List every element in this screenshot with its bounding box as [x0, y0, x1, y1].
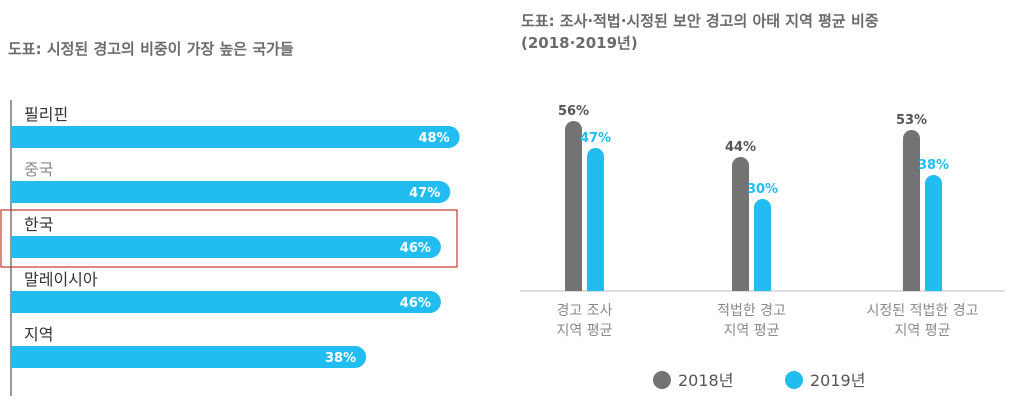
left-chart-category-label: 필리핀	[24, 105, 68, 124]
right-chart-category-label: 지역 평균	[895, 323, 951, 339]
left-chart-value-label: 47%	[409, 186, 440, 201]
right-chart-bar-square-end	[903, 283, 920, 291]
right-chart-value-label: 53%	[896, 113, 927, 128]
left-chart-bar-square-end	[11, 346, 23, 368]
legend-swatch-icon	[653, 371, 671, 389]
left-chart-highlight-box	[0, 209, 458, 268]
right-chart-bar	[903, 130, 920, 291]
right-chart-category-label: 지역 평균	[724, 323, 780, 339]
right-chart-bar-square-end	[565, 283, 582, 291]
left-chart-title: 도표: 시정된 경고의 비중이 가장 높은 국가들	[8, 40, 294, 58]
right-chart-bar	[754, 199, 771, 291]
right-chart-value-label: 30%	[747, 182, 778, 197]
left-chart-category-label: 지역	[24, 325, 53, 344]
right-chart-category-label: 시정된 적법한 경고	[867, 303, 979, 319]
legend-swatch-icon	[785, 371, 803, 389]
right-chart-bar-square-end	[732, 283, 749, 291]
right-chart-bar-square-end	[754, 283, 771, 291]
left-chart-bar-square-end	[11, 291, 23, 313]
right-chart-category-label: 경고 조사	[557, 303, 613, 319]
right-chart-value-label: 56%	[558, 104, 589, 119]
left-chart-bar	[11, 236, 441, 258]
left-chart-bar	[11, 126, 460, 148]
left-chart-bar	[11, 291, 441, 313]
right-chart-bar-square-end	[587, 283, 604, 291]
left-chart-category-label: 한국	[24, 215, 53, 234]
left-chart-category-label: 중국	[24, 160, 53, 179]
right-chart-bar	[587, 148, 604, 291]
left-chart-bar	[11, 346, 367, 368]
left-chart-category-label: 말레이시아	[24, 270, 98, 289]
right-chart-bar	[925, 175, 942, 291]
right-chart-value-label: 38%	[918, 158, 949, 173]
left-chart-value-label: 48%	[418, 131, 449, 146]
right-chart-category-label: 적법한 경고	[717, 303, 786, 319]
legend-label: 2019년	[810, 371, 865, 390]
right-chart-bar	[732, 157, 749, 291]
left-chart-value-label: 38%	[325, 351, 356, 366]
right-chart-value-label: 47%	[580, 131, 611, 146]
right-chart-title-line2: (2018·2019년)	[521, 34, 638, 52]
left-chart-bar-square-end	[11, 181, 23, 203]
right-chart-bar	[565, 121, 582, 291]
left-chart-bar-square-end	[11, 236, 23, 258]
right-chart-category-label: 지역 평균	[557, 323, 613, 339]
left-chart-value-label: 46%	[400, 241, 431, 256]
left-chart-bar	[11, 181, 451, 203]
legend-label: 2018년	[678, 371, 733, 390]
right-chart-value-label: 44%	[725, 140, 756, 155]
left-chart-value-label: 46%	[400, 296, 431, 311]
right-chart-bar-square-end	[925, 283, 942, 291]
right-chart-title-line1: 도표: 조사·적법·시정된 보안 경고의 아태 지역 평균 비중	[521, 12, 879, 30]
right-chart-title: 도표: 조사·적법·시정된 보안 경고의 아태 지역 평균 비중 (2018·2…	[521, 10, 879, 54]
left-chart-bar-square-end	[11, 126, 23, 148]
